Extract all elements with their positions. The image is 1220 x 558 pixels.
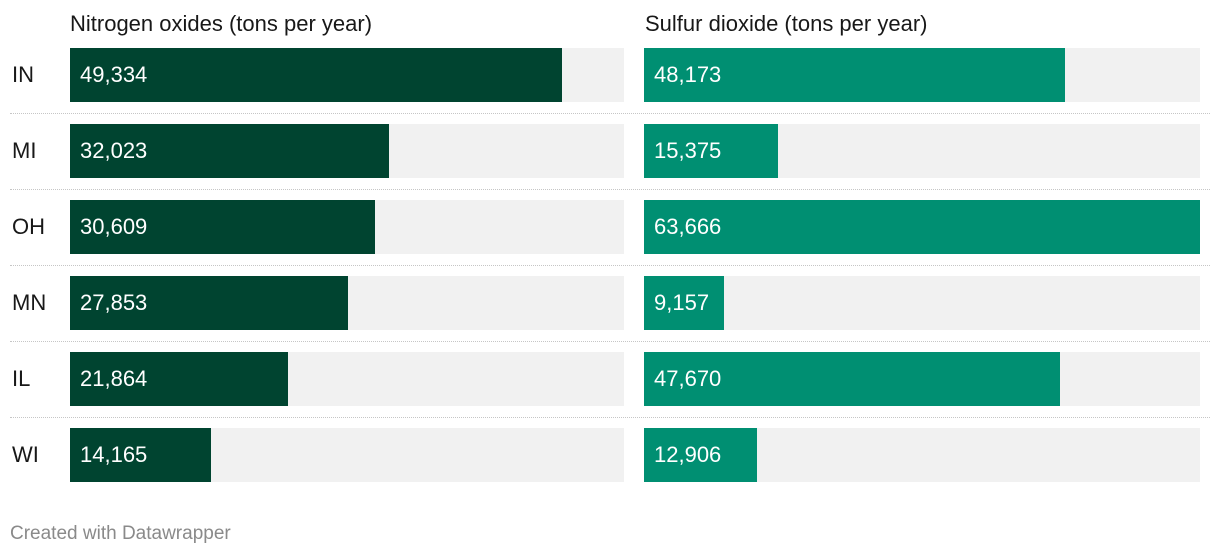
nitrogen-oxides-value-label: 49,334 <box>80 62 148 87</box>
nitrogen-oxides-bar <box>70 352 288 406</box>
sulfur-dioxide-value-label: 15,375 <box>654 138 722 163</box>
sulfur-dioxide-value-label: 12,906 <box>654 442 722 467</box>
sulfur-dioxide-bar-track: 63,666 <box>644 200 1200 254</box>
sulfur-dioxide-column-header: Sulfur dioxide (tons per year) <box>645 11 928 36</box>
row-divider <box>10 341 1210 342</box>
chart-row: MN 27,853 9,157 <box>10 276 1210 352</box>
nitrogen-oxides-value-label: 30,609 <box>80 214 148 239</box>
nitrogen-oxides-bar-track: 32,023 <box>70 124 624 178</box>
nitrogen-oxides-column-header: Nitrogen oxides (tons per year) <box>70 11 373 36</box>
nitrogen-oxides-bar-track: 30,609 <box>70 200 624 254</box>
chart-row: WI 14,165 12,906 <box>10 428 1210 504</box>
sulfur-dioxide-bar <box>644 48 1065 102</box>
nitrogen-oxides-bar-track: 27,853 <box>70 276 624 330</box>
nitrogen-oxides-bar <box>70 48 562 102</box>
sulfur-dioxide-bar-track: 15,375 <box>644 124 1200 178</box>
row-divider <box>10 417 1210 418</box>
chart-row: OH 30,609 63,666 <box>10 200 1210 276</box>
chart-row: IN 49,334 48,173 <box>10 48 1210 124</box>
row-divider <box>10 113 1210 114</box>
sulfur-dioxide-bar-track: 47,670 <box>644 352 1200 406</box>
chart-row: MI 32,023 15,375 <box>10 124 1210 200</box>
nitrogen-oxides-bar <box>70 124 389 178</box>
nitrogen-oxides-bar <box>70 428 211 482</box>
sulfur-dioxide-bar <box>644 124 778 178</box>
nitrogen-oxides-bar-track: 21,864 <box>70 352 624 406</box>
row-divider <box>10 265 1210 266</box>
chart-row: IL 21,864 47,670 <box>10 352 1210 428</box>
sulfur-dioxide-value-label: 47,670 <box>654 366 722 391</box>
sulfur-dioxide-bar-track: 48,173 <box>644 48 1200 102</box>
sulfur-dioxide-bar <box>644 276 724 330</box>
sulfur-dioxide-value-label: 63,666 <box>654 214 722 239</box>
sulfur-dioxide-bar <box>644 428 757 482</box>
category-label: WI <box>12 442 39 467</box>
sulfur-dioxide-bar <box>644 352 1060 406</box>
nitrogen-oxides-value-label: 27,853 <box>80 290 148 315</box>
datawrapper-credit: Created with Datawrapper <box>10 523 231 544</box>
category-label: MI <box>12 138 37 163</box>
sulfur-dioxide-bar <box>644 200 1200 254</box>
sulfur-dioxide-value-label: 9,157 <box>654 290 710 315</box>
sulfur-dioxide-bar-track: 9,157 <box>644 276 1200 330</box>
row-divider <box>10 189 1210 190</box>
chart-rows: IN 49,334 48,173 MI 32,023 15,375 OH 30,609 63,6… <box>10 48 1210 504</box>
category-label: IL <box>12 366 31 391</box>
nitrogen-oxides-bar-track: 14,165 <box>70 428 624 482</box>
sulfur-dioxide-value-label: 48,173 <box>654 62 722 87</box>
nitrogen-oxides-bar <box>70 276 348 330</box>
nitrogen-oxides-value-label: 32,023 <box>80 138 148 163</box>
sulfur-dioxide-bar-track: 12,906 <box>644 428 1200 482</box>
category-label: IN <box>12 62 34 87</box>
nitrogen-oxides-value-label: 14,165 <box>80 442 148 467</box>
category-label: OH <box>12 214 45 239</box>
nitrogen-oxides-bar-track: 49,334 <box>70 48 624 102</box>
nitrogen-oxides-value-label: 21,864 <box>80 366 148 391</box>
nitrogen-oxides-bar <box>70 200 375 254</box>
category-label: MN <box>12 290 47 315</box>
